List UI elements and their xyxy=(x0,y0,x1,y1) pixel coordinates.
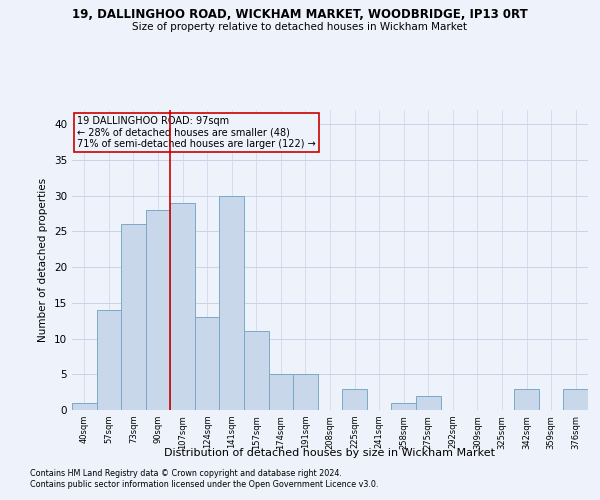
Bar xyxy=(293,374,318,410)
Bar xyxy=(146,210,170,410)
Text: Size of property relative to detached houses in Wickham Market: Size of property relative to detached ho… xyxy=(133,22,467,32)
Bar xyxy=(220,196,244,410)
Y-axis label: Number of detached properties: Number of detached properties xyxy=(38,178,49,342)
Bar xyxy=(244,332,269,410)
Bar xyxy=(121,224,146,410)
Text: Contains HM Land Registry data © Crown copyright and database right 2024.: Contains HM Land Registry data © Crown c… xyxy=(30,468,342,477)
Bar xyxy=(170,203,195,410)
Text: Contains public sector information licensed under the Open Government Licence v3: Contains public sector information licen… xyxy=(30,480,379,489)
Bar xyxy=(514,388,539,410)
Bar xyxy=(563,388,588,410)
Bar xyxy=(416,396,440,410)
Text: 19 DALLINGHOO ROAD: 97sqm
← 28% of detached houses are smaller (48)
71% of semi-: 19 DALLINGHOO ROAD: 97sqm ← 28% of detac… xyxy=(77,116,316,149)
Text: Distribution of detached houses by size in Wickham Market: Distribution of detached houses by size … xyxy=(164,448,496,458)
Bar xyxy=(391,403,416,410)
Text: 19, DALLINGHOO ROAD, WICKHAM MARKET, WOODBRIDGE, IP13 0RT: 19, DALLINGHOO ROAD, WICKHAM MARKET, WOO… xyxy=(72,8,528,20)
Bar xyxy=(342,388,367,410)
Bar xyxy=(195,317,220,410)
Bar xyxy=(72,403,97,410)
Bar xyxy=(97,310,121,410)
Bar xyxy=(269,374,293,410)
